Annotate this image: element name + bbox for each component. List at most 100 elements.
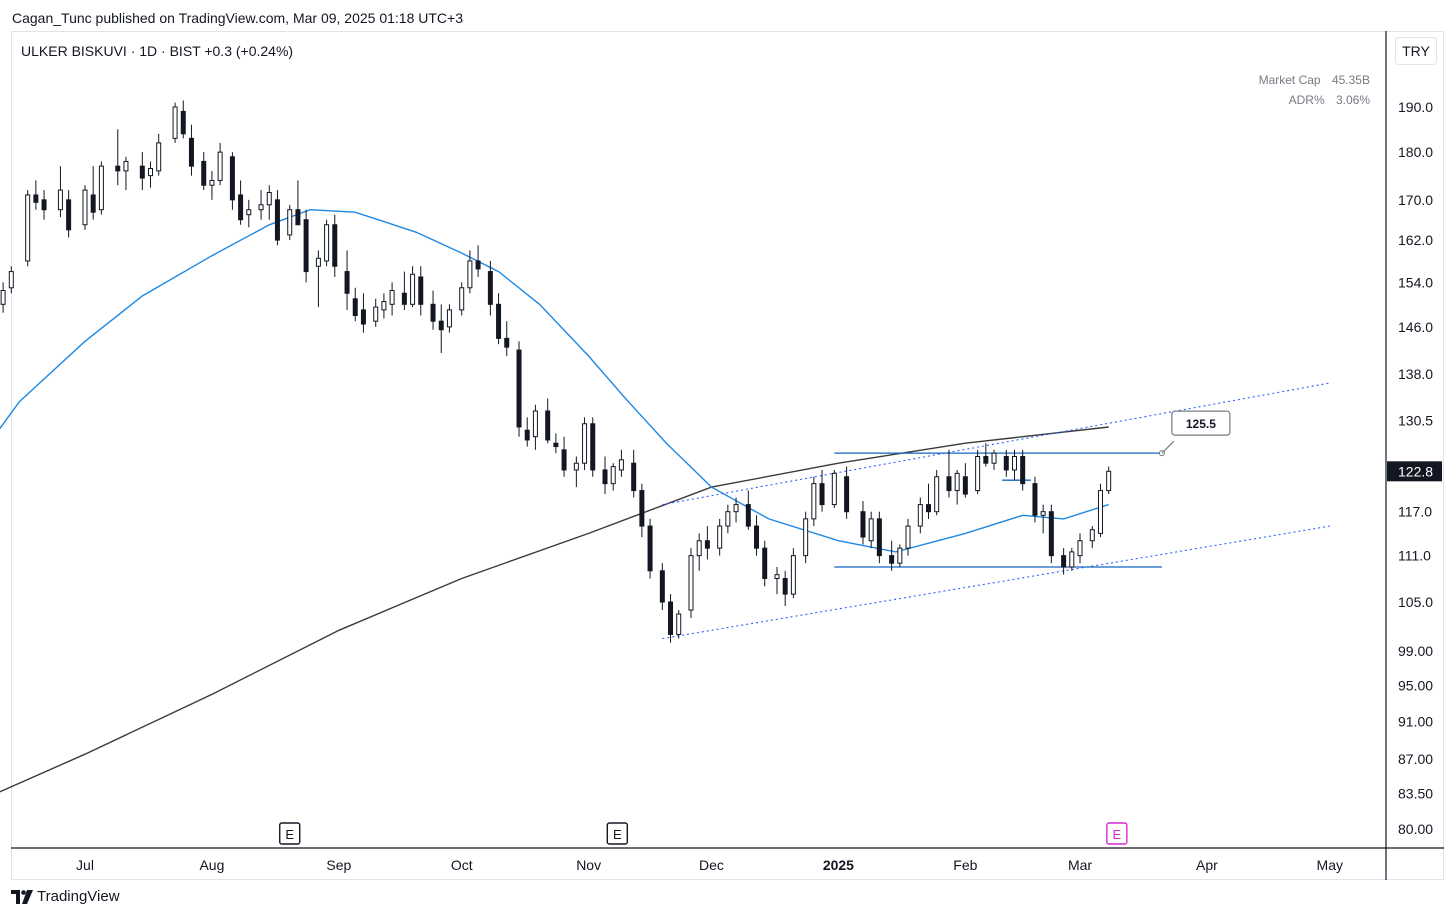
candle-down <box>983 455 989 464</box>
candle-down <box>487 271 493 305</box>
candle-down <box>962 476 968 495</box>
candle-down <box>524 429 530 441</box>
candle-down <box>1048 511 1054 557</box>
candle-down <box>631 462 637 492</box>
candle-down <box>430 303 436 322</box>
candle-up <box>156 142 162 172</box>
price-tick-label: 95.00 <box>1398 678 1433 694</box>
candle-down <box>66 199 72 231</box>
chart-frame <box>11 31 1444 880</box>
candle-down <box>274 199 280 241</box>
stat-value: 45.35B <box>1331 73 1370 87</box>
candle-down <box>418 276 424 305</box>
candle-down <box>115 165 121 172</box>
candle-down <box>90 194 96 213</box>
candle-up <box>209 179 215 186</box>
candle-down <box>229 156 235 201</box>
candle-down <box>352 298 358 317</box>
price-tick-label: 130.5 <box>1398 413 1433 429</box>
candle-up <box>389 290 395 305</box>
candle-up <box>868 518 874 542</box>
candle-up <box>315 257 321 267</box>
candle-up <box>0 290 6 305</box>
candle-down <box>782 578 788 595</box>
stats-panel: Market Cap 45.35B ADR% 3.06% <box>1259 70 1370 110</box>
candle-down <box>925 504 931 513</box>
time-tick-label: Sep <box>326 857 351 873</box>
candle-down <box>475 260 481 270</box>
candle-up <box>8 271 14 289</box>
candle-up <box>991 452 997 464</box>
sma-long-line <box>0 426 1109 793</box>
candle-down <box>41 199 47 211</box>
time-tick-label: Feb <box>953 857 977 873</box>
price-tick-label: 87.00 <box>1398 751 1433 767</box>
candle-down <box>180 110 186 135</box>
earnings-marker-label: E <box>613 827 622 842</box>
candle-down <box>303 219 309 273</box>
callout-box <box>1171 410 1231 436</box>
candle-up <box>725 511 731 527</box>
candle-down <box>602 469 608 485</box>
candle-up <box>410 273 416 305</box>
time-tick-label: Nov <box>576 857 601 873</box>
candle-down <box>704 540 710 549</box>
time-tick-label: Dec <box>699 857 724 873</box>
candle-down <box>1020 455 1026 485</box>
time-tick-label: Mar <box>1068 857 1092 873</box>
candle-down <box>590 423 596 471</box>
candle-up <box>1069 551 1075 568</box>
candle-down <box>639 490 645 527</box>
price-tick-label: 91.00 <box>1398 713 1433 729</box>
candle-up <box>1077 540 1083 557</box>
callout-pointer <box>1161 440 1175 454</box>
price-tick-label: 80.00 <box>1398 821 1433 837</box>
candle-down <box>360 309 366 325</box>
candle-down <box>139 165 145 179</box>
price-tick-label: 190.0 <box>1398 99 1433 115</box>
brand-name: TradingView <box>37 888 120 905</box>
candle-up <box>573 462 579 471</box>
candle-down <box>889 555 895 564</box>
candle-down <box>545 410 551 441</box>
candle-up <box>446 309 452 328</box>
candle-up <box>57 189 63 211</box>
candle-up <box>324 224 330 262</box>
candle-down <box>553 442 559 448</box>
candle-up <box>1089 529 1095 542</box>
candle-down <box>844 476 850 513</box>
earnings-marker-label: E <box>285 827 294 842</box>
candle-down <box>295 209 301 226</box>
candle-up <box>148 168 154 177</box>
candle-up <box>733 504 739 513</box>
candle-up <box>790 555 796 595</box>
candle-down <box>516 349 522 428</box>
candle-up <box>258 204 264 211</box>
candle-up <box>696 540 702 557</box>
currency-button[interactable]: TRY <box>1395 37 1437 65</box>
candle-up <box>954 472 960 492</box>
candle-up <box>1097 490 1103 534</box>
candle-up <box>897 547 903 564</box>
time-tick-label: Oct <box>451 857 473 873</box>
price-chart[interactable]: 190.0 180.0 170.0 162.0 154.0 146.0 138.0 130.5… <box>0 0 1456 880</box>
candle-down <box>754 525 760 549</box>
candle-up <box>25 194 31 262</box>
earnings-marker <box>279 822 301 845</box>
candle-up <box>618 459 624 471</box>
candle-down <box>946 476 952 492</box>
price-tick-label: 146.0 <box>1398 319 1433 335</box>
price-tick-label: 117.0 <box>1398 504 1432 520</box>
price-tick-label: 83.50 <box>1398 785 1433 801</box>
candle-up <box>688 555 694 611</box>
candle-down <box>659 570 665 603</box>
candle-down <box>438 320 444 331</box>
candle-up <box>717 525 723 549</box>
candle-up <box>803 518 809 557</box>
candle-up <box>82 189 88 226</box>
price-tick-label: 99.00 <box>1398 643 1433 659</box>
price-tick-label: 154.0 <box>1398 274 1433 290</box>
price-tick-label: 162.0 <box>1398 232 1433 248</box>
candle-up <box>676 613 682 635</box>
earnings-marker <box>606 822 629 845</box>
